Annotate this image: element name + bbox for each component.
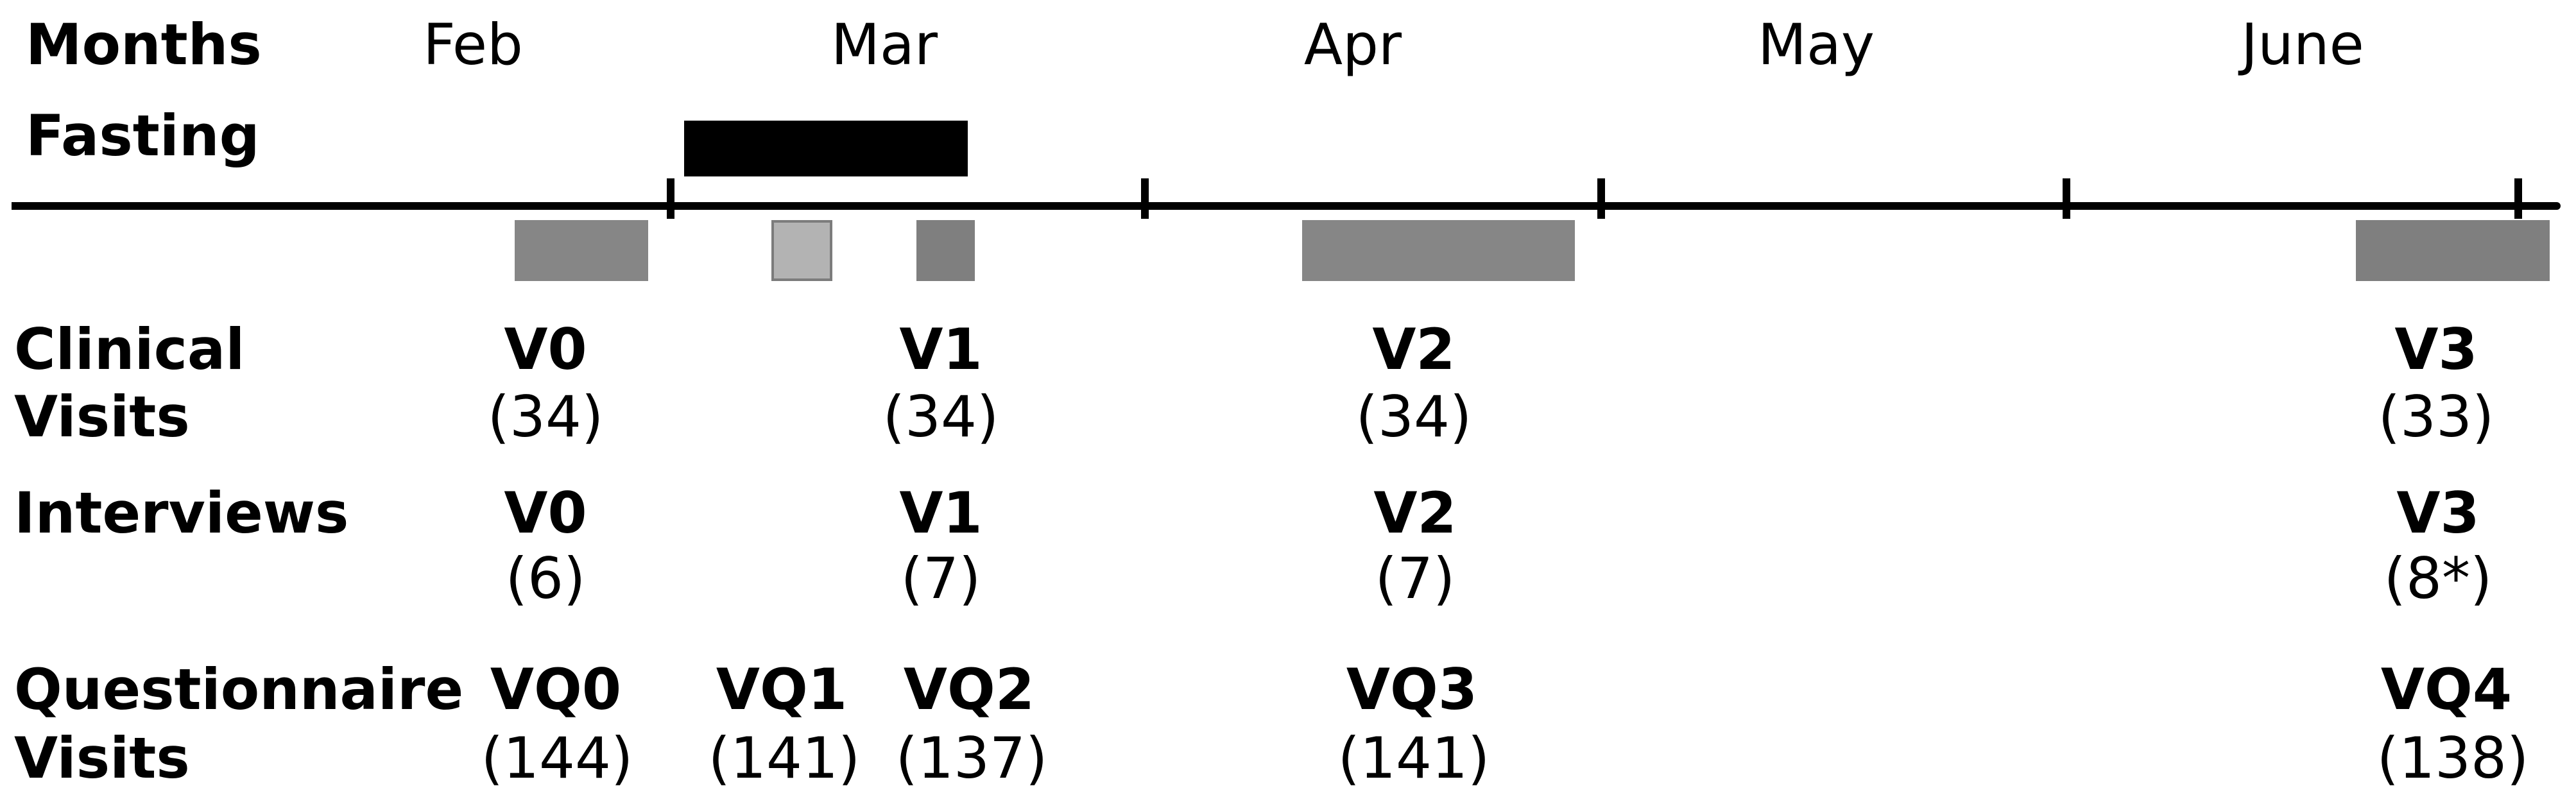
- tick-apr-start: [1141, 178, 1149, 219]
- clinical-visit-name: V2: [1372, 316, 1455, 382]
- questionnaire-visit-count: (141): [1337, 725, 1490, 791]
- clinical-visit-name: V0: [504, 316, 587, 382]
- questionnaire-visit-count: (137): [895, 725, 1048, 791]
- visit-window-bar-v1: [916, 220, 975, 281]
- questionnaire-visits-label-line1: Questionnaire: [14, 656, 464, 722]
- questionnaire-visits-label-line2: Visits: [14, 725, 190, 791]
- questionnaire-visit-count: (144): [481, 725, 633, 791]
- interviews-label: Interviews: [14, 480, 349, 546]
- visit-window-bar-vq1: [771, 220, 832, 281]
- interview-visit-name: V3: [2396, 480, 2480, 546]
- clinical-visit-count: (34): [882, 384, 999, 450]
- clinical-visit-count: (34): [1355, 384, 1472, 450]
- interview-visit-name: V0: [504, 480, 587, 546]
- timeline-axis: [12, 202, 2561, 210]
- month-label-may: May: [1758, 12, 1875, 78]
- tick-may-start: [1597, 178, 1605, 219]
- clinical-visit-count: (33): [2378, 384, 2494, 450]
- fasting-period-bar: [684, 121, 968, 176]
- clinical-visit-name: V1: [899, 316, 983, 382]
- month-label-feb: Feb: [423, 12, 523, 78]
- interview-visit-count: (7): [1375, 545, 1455, 611]
- interview-visit-name: V1: [899, 480, 983, 546]
- clinical-visits-label-line1: Clinical: [14, 316, 245, 382]
- clinical-visit-name: V3: [2394, 316, 2478, 382]
- questionnaire-visit-name: VQ4: [2380, 656, 2512, 722]
- month-label-apr: Apr: [1303, 12, 1402, 78]
- questionnaire-visit-name: VQ2: [903, 656, 1035, 722]
- tick-june-end: [2514, 178, 2522, 219]
- interview-visit-count: (6): [505, 545, 586, 611]
- fasting-row-label: Fasting: [26, 103, 260, 169]
- interview-visit-name: V2: [1373, 480, 1457, 546]
- visit-window-bar-v0: [515, 220, 648, 281]
- questionnaire-visit-name: VQ0: [490, 656, 622, 722]
- tick-mar-start: [667, 178, 674, 219]
- interview-visit-count: (8*): [2383, 545, 2493, 611]
- questionnaire-visit-name: VQ1: [716, 656, 848, 722]
- months-row-label: Months: [26, 12, 262, 78]
- interview-visit-count: (7): [900, 545, 981, 611]
- questionnaire-visit-name: VQ3: [1346, 656, 1478, 722]
- questionnaire-visit-count: (141): [708, 725, 861, 791]
- clinical-visit-count: (34): [487, 384, 604, 450]
- visit-window-bar-v3: [2356, 220, 2550, 281]
- tick-june-start: [2063, 178, 2070, 219]
- month-label-june: June: [2241, 12, 2364, 78]
- month-label-mar: Mar: [830, 12, 938, 78]
- questionnaire-visit-count: (138): [2376, 725, 2529, 791]
- clinical-visits-label-line2: Visits: [14, 384, 190, 450]
- visit-window-bar-v2: [1302, 220, 1575, 281]
